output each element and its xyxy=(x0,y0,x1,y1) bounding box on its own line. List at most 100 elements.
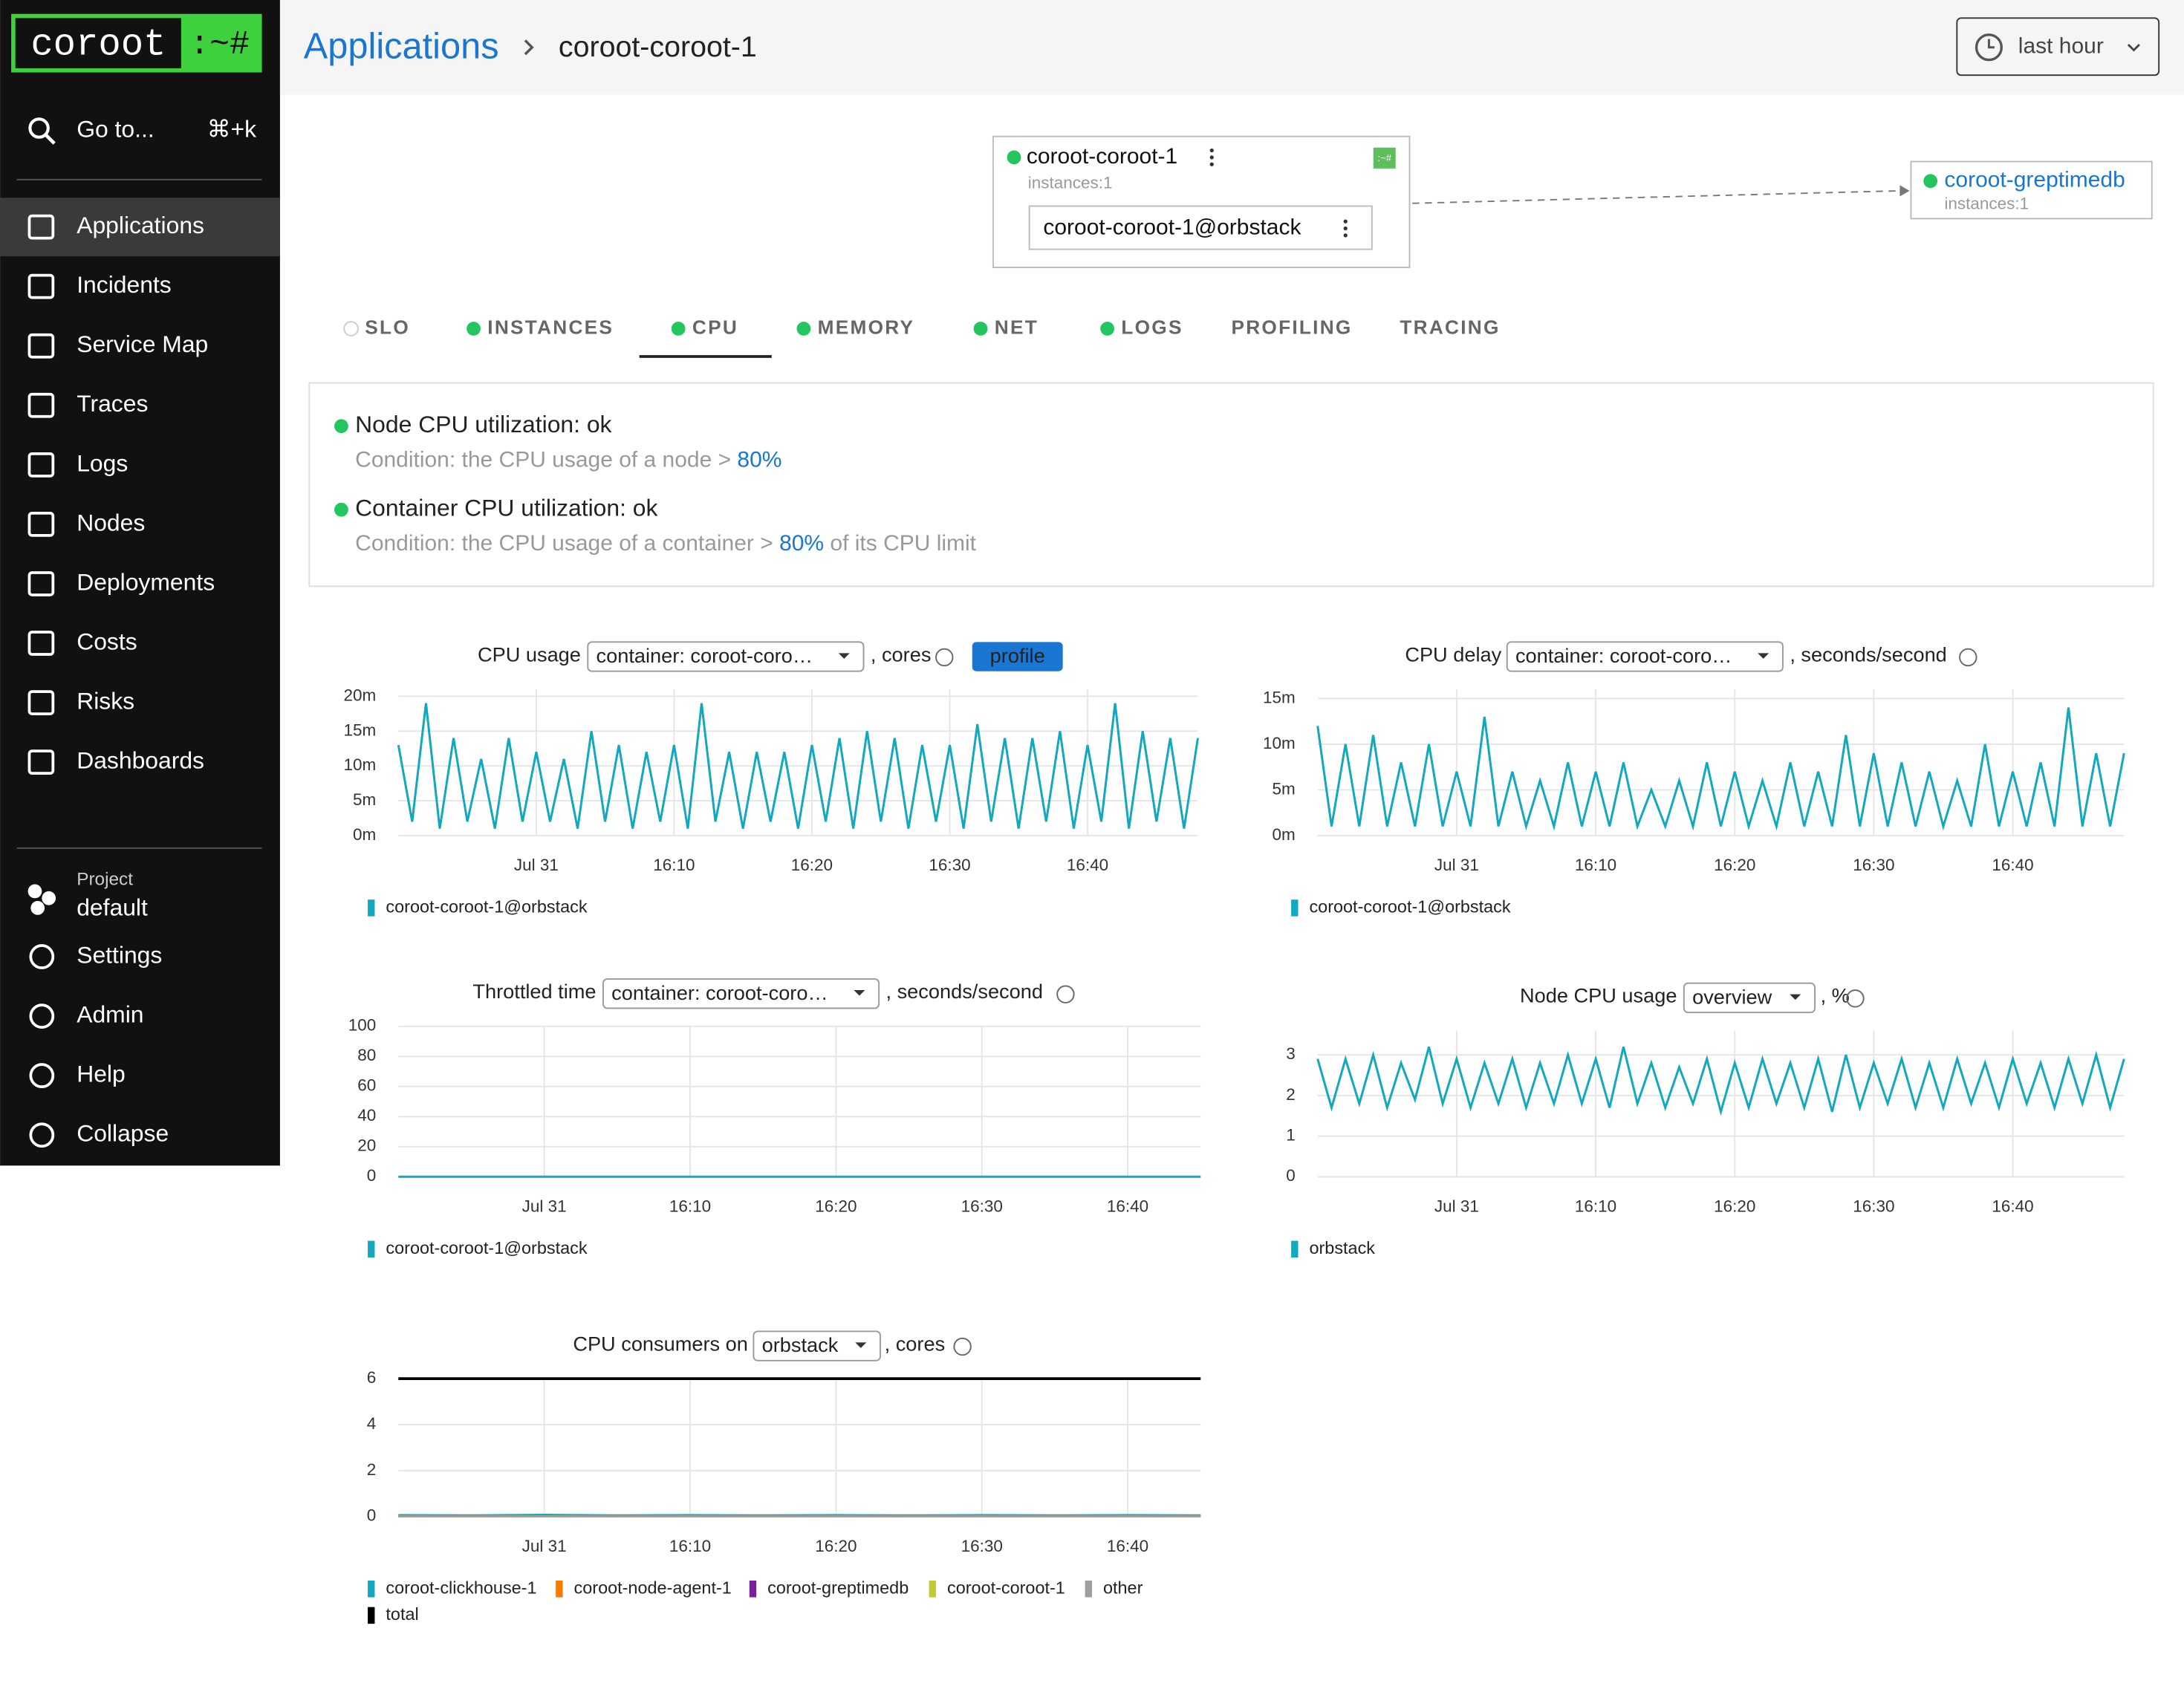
tab-status xyxy=(1100,322,1114,336)
legend-label[interactable]: coroot-greptimedb xyxy=(767,1578,909,1597)
time-range[interactable]: last hour xyxy=(2018,34,2104,59)
instance-node[interactable] xyxy=(1028,205,1373,250)
chart-selector-text[interactable]: container: coroot-coro… xyxy=(597,644,813,667)
chart-selector[interactable] xyxy=(587,641,865,672)
chart-selector[interactable] xyxy=(1683,982,1816,1013)
chart-selector-text[interactable]: orbstack xyxy=(762,1333,839,1356)
tab[interactable]: INSTANCES xyxy=(487,316,614,338)
x-tick-label: 16:30 xyxy=(961,1537,1003,1555)
check-threshold[interactable]: 80% xyxy=(737,448,781,472)
dep-name[interactable]: coroot-greptimedb xyxy=(1944,168,2125,192)
profile-button[interactable] xyxy=(972,642,1063,671)
logo-text: coroot xyxy=(30,24,166,66)
y-tick-label: 20m xyxy=(344,686,377,704)
badge-text: :~# xyxy=(1377,152,1391,163)
time-picker[interactable] xyxy=(1956,17,2160,77)
legend-label[interactable]: coroot-coroot-1 xyxy=(947,1578,1065,1597)
chart-selector-text[interactable]: container: coroot-coro… xyxy=(1515,644,1732,667)
y-tick-label: 40 xyxy=(357,1106,376,1125)
nav-item[interactable]: Applications xyxy=(77,212,204,238)
info-icon[interactable] xyxy=(953,1337,972,1356)
project[interactable]: default xyxy=(77,894,148,921)
y-tick-label: 10m xyxy=(344,755,377,774)
legend-swatch xyxy=(368,1581,375,1598)
legend-label[interactable]: coroot-coroot-1@orbstack xyxy=(386,1238,587,1257)
breadcrumb[interactable]: Applications xyxy=(304,26,499,66)
menu-dot xyxy=(1209,148,1214,153)
y-tick-label: 15m xyxy=(344,720,377,739)
legend-label[interactable]: total xyxy=(386,1604,418,1624)
legend-label[interactable]: orbstack xyxy=(1309,1238,1375,1257)
y-tick-label: 0m xyxy=(1272,825,1295,844)
x-tick-label: 16:40 xyxy=(1107,1537,1148,1555)
info-icon[interactable] xyxy=(1846,989,1865,1008)
y-tick-label: 4 xyxy=(367,1414,377,1433)
nav-item[interactable]: Help xyxy=(77,1061,126,1087)
info-icon[interactable] xyxy=(1056,985,1075,1003)
nav-item[interactable]: Traces xyxy=(77,390,148,417)
chevron xyxy=(524,39,534,56)
tab[interactable]: CPU xyxy=(692,316,738,338)
legend-swatch xyxy=(368,1607,375,1624)
nav-icon xyxy=(27,631,55,656)
tab[interactable]: LOGS xyxy=(1121,316,1183,338)
legend-label[interactable]: other xyxy=(1103,1578,1143,1597)
nav-item[interactable]: Deployments xyxy=(77,568,215,595)
nav-icon xyxy=(29,1003,55,1029)
dep-node[interactable] xyxy=(1910,160,2153,220)
tab[interactable]: MEMORY xyxy=(818,316,915,338)
chart-selector-text[interactable]: overview xyxy=(1692,985,1772,1008)
nav-icon xyxy=(27,214,55,240)
chart-selector-text[interactable]: container: coroot-coro… xyxy=(611,981,828,1004)
y-tick-label: 2 xyxy=(367,1460,377,1479)
nav-item[interactable]: Collapse xyxy=(77,1120,169,1147)
menu-dot xyxy=(1343,226,1348,231)
profile-button-text[interactable]: profile xyxy=(990,644,1045,667)
nav-icon xyxy=(27,273,55,299)
nav-item[interactable]: Logs xyxy=(77,449,128,476)
current-app: coroot-coroot-1 xyxy=(559,30,757,63)
check-threshold[interactable]: 80% xyxy=(779,531,824,556)
check-status xyxy=(334,502,348,517)
info-icon[interactable] xyxy=(935,648,954,667)
check-title: Container CPU utilization: ok xyxy=(355,495,657,521)
arrow-head xyxy=(1899,185,1910,197)
tab[interactable]: TRACING xyxy=(1400,316,1500,338)
chart-selector[interactable] xyxy=(602,978,880,1009)
x-tick-label: 16:10 xyxy=(1575,1197,1616,1215)
nav-item[interactable]: Incidents xyxy=(77,271,172,298)
tab[interactable]: PROFILING xyxy=(1231,316,1352,338)
logo-bg xyxy=(15,18,181,68)
header xyxy=(279,0,2184,95)
nav-item[interactable]: Risks xyxy=(77,687,134,714)
y-tick-label: 5m xyxy=(1272,779,1295,798)
legend-label[interactable]: coroot-node-agent-1 xyxy=(574,1578,732,1597)
legend-label[interactable]: coroot-coroot-1@orbstack xyxy=(386,897,587,917)
nav-item[interactable]: Costs xyxy=(77,628,137,654)
nav-item[interactable]: Admin xyxy=(77,1001,143,1028)
nav-item[interactable]: Nodes xyxy=(77,509,145,536)
x-tick-label: 16:10 xyxy=(669,1197,711,1215)
nav-item[interactable]: Settings xyxy=(77,941,162,968)
legend-label[interactable]: coroot-clickhouse-1 xyxy=(386,1578,536,1597)
status-dot xyxy=(1007,150,1021,165)
checks-panel xyxy=(308,382,2154,588)
tab[interactable]: NET xyxy=(995,316,1039,338)
search[interactable]: Go to... xyxy=(77,116,154,143)
nav-item[interactable]: Dashboards xyxy=(77,747,204,774)
check-condition: Condition: the CPU usage of a container … xyxy=(355,531,779,556)
nav-item[interactable]: Service Map xyxy=(77,331,208,357)
chart-selector[interactable] xyxy=(1506,641,1784,672)
tab-status xyxy=(796,322,811,336)
legend-label[interactable]: coroot-coroot-1@orbstack xyxy=(1309,897,1510,917)
series-line xyxy=(1316,707,2125,831)
chart-selector[interactable] xyxy=(753,1330,881,1361)
x-tick-label: 16:40 xyxy=(1067,856,1108,874)
chart-unit: , % xyxy=(1821,984,1850,1007)
instance-name[interactable]: coroot-coroot-1@orbstack xyxy=(1043,215,1301,239)
info-icon[interactable] xyxy=(1959,648,1977,667)
selector-arrow xyxy=(1790,994,1801,1000)
app-name[interactable]: coroot-coroot-1 xyxy=(1027,144,1177,169)
tab[interactable]: SLO xyxy=(365,316,410,338)
check-status xyxy=(334,419,348,434)
